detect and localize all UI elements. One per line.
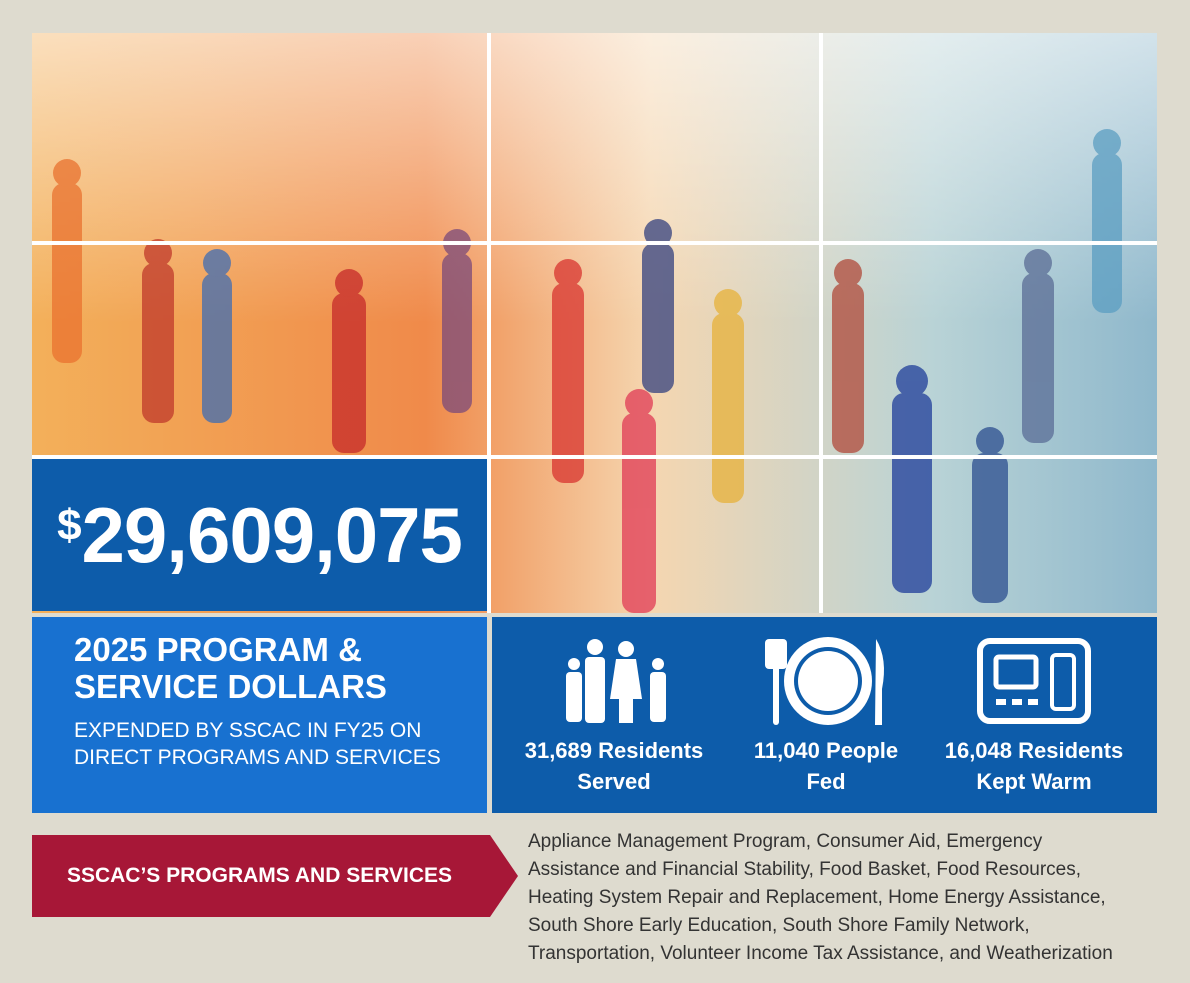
subtitle-line: DIRECT PROGRAMS AND SERVICES: [74, 746, 441, 769]
crowd-image: [32, 33, 1157, 613]
stat-line: 31,689 Residents: [524, 738, 704, 763]
plate-icon: [765, 637, 884, 725]
icons: [566, 637, 1091, 725]
stats-box: 31,689 Residents Served 11,040 People Fed …: [492, 617, 1157, 813]
stat-line: Kept Warm: [976, 769, 1092, 794]
title-line: 2025 PROGRAM &: [74, 631, 362, 668]
stat: 16,048 Residents Kept Warm: [924, 735, 1144, 797]
subtitle-line: EXPENDED BY SSCAC IN FY25 ON: [74, 719, 422, 742]
family-icon: [566, 639, 666, 723]
summary-title: 2025 PROGRAM & SERVICE DOLLARS: [74, 631, 387, 705]
stat-line: 11,040 People: [753, 738, 899, 763]
stat: 31,689 Residents Served: [504, 735, 724, 797]
total-box: $ 29,609,075: [32, 459, 487, 611]
summary-box: 2025 PROGRAM & SERVICE DOLLARS EXPENDED B…: [32, 617, 487, 813]
banner-text: SSCAC’S PROGRAMS AND SERVICES: [66, 864, 453, 887]
amount: 29,609,075: [81, 490, 463, 579]
stat-line: Served: [577, 769, 651, 794]
programs-banner: SSCAC’S PROGRAMS AND SERVICES: [32, 835, 522, 917]
currency: $: [57, 501, 82, 550]
programs-text: Appliance Management Program, Consumer A…: [528, 831, 1113, 964]
stat-line: Fed: [806, 769, 846, 794]
title-line: SERVICE DOLLARS: [74, 668, 387, 705]
thermostat-icon: [977, 638, 1091, 724]
stat: 11,040 People Fed: [716, 735, 936, 797]
banner-arrow: [32, 835, 518, 917]
summary-subtitle: EXPENDED BY SSCAC IN FY25 ON DIRECT PROGR…: [74, 717, 441, 771]
stat-line: 16,048 Residents: [944, 738, 1124, 763]
